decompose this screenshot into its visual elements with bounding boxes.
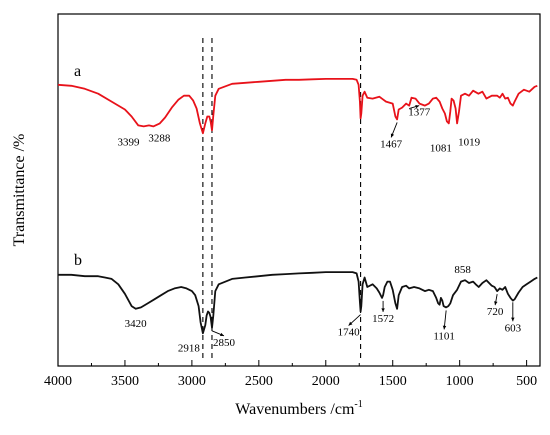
- x-tick-label-1500: 1500: [379, 374, 407, 389]
- curve-label-b: b: [74, 252, 82, 269]
- x-tick-label-3500: 3500: [111, 374, 139, 389]
- x-ticks: 4000 3500 3000 2500 2000 1500 1000 500: [44, 360, 537, 389]
- annotation-720: 720: [487, 306, 504, 318]
- x-axis-label-superscript: -1: [354, 399, 362, 410]
- annotation-858: 858: [454, 264, 471, 276]
- annotation-arrowhead-1377: [415, 104, 420, 109]
- annotation-layer: 3399 3288 1467 1377 1081 1019 3420 2918 2850 1740…: [117, 104, 522, 354]
- x-tick-label-2000: 2000: [312, 374, 340, 389]
- annotation-2850: 2850: [213, 337, 236, 349]
- annotation-arrowhead-720: [494, 301, 498, 306]
- annotation-arrowhead-1101: [442, 325, 447, 330]
- annotation-603: 603: [505, 322, 522, 334]
- annotation-1081: 1081: [430, 142, 452, 154]
- x-tick-label-3000: 3000: [178, 374, 206, 389]
- annotation-3420: 3420: [125, 318, 148, 330]
- x-tick-label-4000: 4000: [44, 374, 72, 389]
- annotation-arrowhead-1467: [390, 133, 395, 138]
- annotation-arrowhead-2850: [219, 332, 224, 337]
- annotation-1101: 1101: [433, 330, 455, 342]
- x-tick-label-1000: 1000: [446, 374, 474, 389]
- annotation-arrowhead-603: [511, 317, 515, 322]
- x-tick-label-500: 500: [516, 374, 537, 389]
- annotation-1467: 1467: [380, 138, 403, 150]
- plot-frame: [57, 13, 541, 367]
- annotation-arrowhead-1740: [348, 321, 353, 326]
- x-tick-label-2500: 2500: [245, 374, 273, 389]
- series-b-line: [58, 271, 538, 335]
- annotation-3399: 3399: [117, 136, 140, 148]
- x-axis-title: Wavenumbers /cm-1: [235, 399, 362, 418]
- y-axis-label: Transmittance /%: [11, 134, 28, 247]
- annotation-1019: 1019: [458, 136, 481, 148]
- annotation-1377: 1377: [408, 107, 431, 119]
- annotation-1740: 1740: [338, 327, 361, 339]
- plot-border: [57, 13, 541, 367]
- series-a-line: [57, 78, 538, 135]
- annotation-arrowhead-1572: [381, 308, 385, 312]
- annotation-2918: 2918: [178, 342, 201, 354]
- x-axis-label-text: Wavenumbers /cm: [235, 401, 355, 418]
- curve-label-a: a: [74, 63, 81, 80]
- annotation-1572: 1572: [372, 313, 394, 325]
- series-layer: ab: [57, 63, 538, 335]
- x-axis-label: Wavenumbers /cm-1: [235, 399, 362, 418]
- annotation-3288: 3288: [148, 132, 171, 144]
